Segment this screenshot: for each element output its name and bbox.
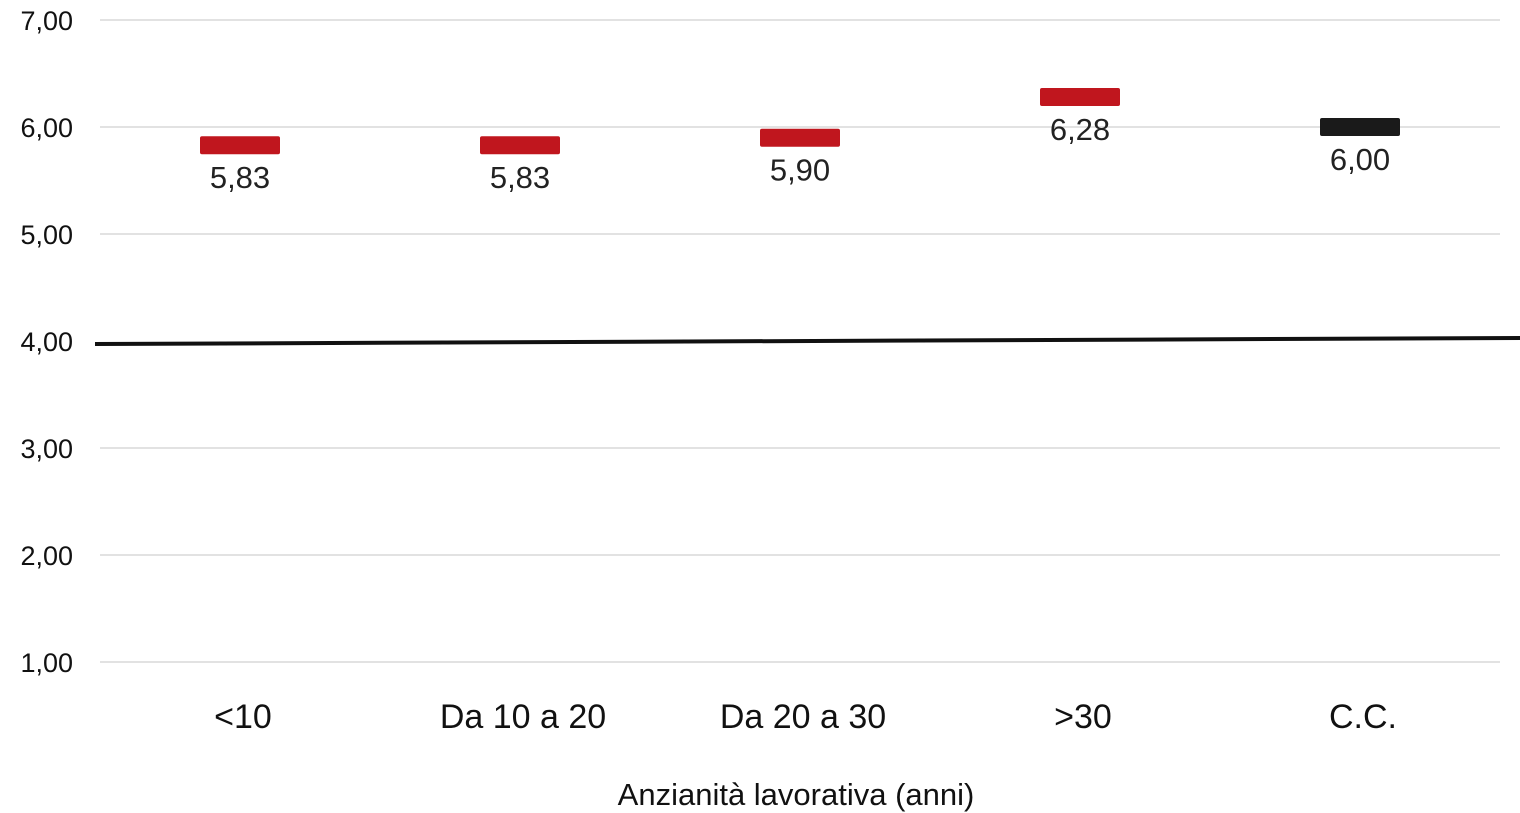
data-marker: [480, 136, 560, 155]
data-label: 6,28: [1050, 112, 1110, 147]
y-tick-label: 5,00: [20, 220, 73, 250]
x-tick-label: <10: [214, 698, 272, 736]
data-label: 5,83: [490, 160, 550, 195]
y-tick-label: 6,00: [20, 113, 73, 143]
reference-line-group: [94, 336, 1520, 346]
y-tick-label: 2,00: [20, 541, 73, 571]
data-marker: [1040, 88, 1120, 107]
reference-line: [94, 336, 1520, 346]
data-label: 5,83: [210, 160, 270, 195]
data-label: 5,90: [770, 153, 830, 188]
x-tick-label: >30: [1054, 698, 1112, 736]
x-tick-label: Da 20 a 30: [720, 698, 886, 736]
data-marker: [1320, 118, 1400, 136]
x-tick-label: Da 10 a 20: [440, 698, 606, 736]
x-axis: <10 Da 10 a 20 Da 20 a 30 >30 C.C.: [214, 698, 1397, 736]
x-axis-title: Anzianità lavorativa (anni): [618, 777, 975, 812]
data-marker: [760, 128, 840, 147]
data-label: 6,00: [1330, 142, 1390, 177]
x-tick-label: C.C.: [1329, 698, 1397, 736]
data-marker: [200, 136, 280, 155]
y-tick-label: 7,00: [20, 6, 73, 36]
y-tick-label: 4,00: [20, 327, 73, 357]
y-tick-label: 3,00: [20, 434, 73, 464]
y-axis: 1,00 2,00 3,00 4,00 5,00 6,00 7,00: [20, 6, 73, 678]
gridlines: [100, 19, 1500, 663]
y-tick-label: 1,00: [20, 648, 73, 678]
data-marks: [200, 88, 1400, 155]
data-labels: 5,83 5,83 5,90 6,28 6,00: [210, 112, 1390, 195]
